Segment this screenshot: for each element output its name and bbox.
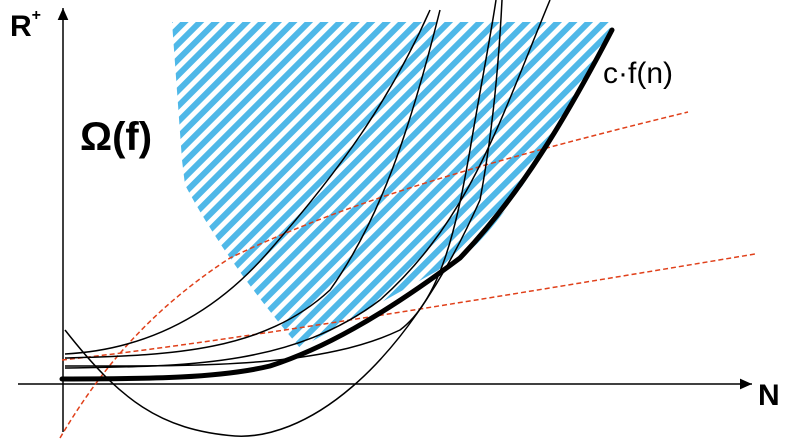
y-axis-label-text: R [10, 10, 32, 43]
curve-2 [64, 0, 503, 437]
dashed-curve-linear [61, 253, 756, 361]
y-axis-superscript: + [31, 7, 42, 24]
omega-region [172, 22, 612, 348]
curve-1 [64, 9, 441, 359]
dashed-curve-log [59, 111, 689, 439]
bound-function-label: c·f(n) [603, 57, 673, 90]
y-axis-label: R+ [10, 8, 41, 43]
curve-4 [64, 9, 431, 355]
curve-7 [64, 0, 497, 367]
x-axis-label: N [758, 379, 780, 412]
bound-curve [59, 27, 615, 382]
omega-set-label: Ω(f) [80, 115, 153, 159]
